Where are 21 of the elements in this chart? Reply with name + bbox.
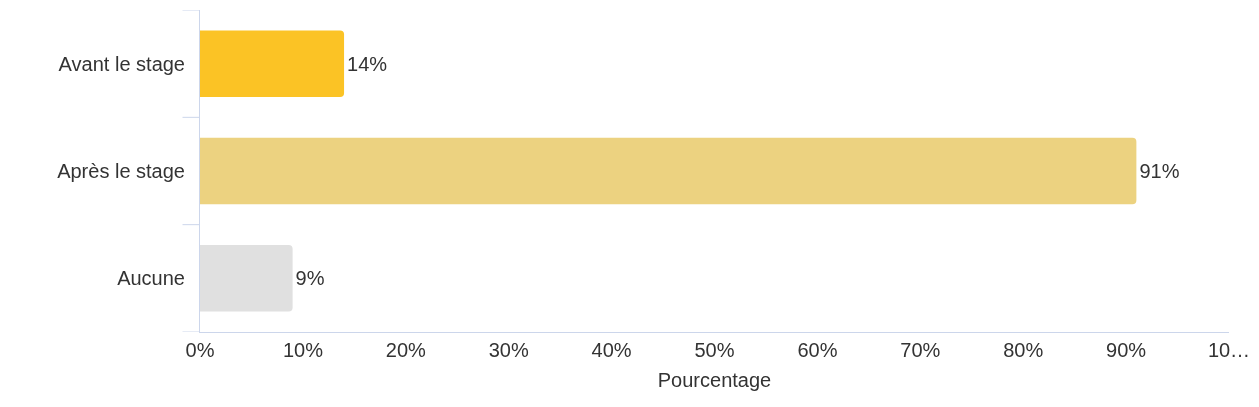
x-tick-label: 60% [797, 339, 838, 361]
data-label: 9% [295, 267, 325, 290]
bar [200, 137, 1137, 205]
x-axis-title: Pourcentage [657, 368, 772, 391]
x-tick-label: 10% [282, 339, 324, 361]
y-tick-label: Avant le stage [58, 52, 185, 75]
data-label: 14% [347, 52, 388, 75]
x-tick-label: 10… [1207, 339, 1251, 361]
x-tick-label: 70% [900, 339, 941, 361]
y-tick-label: Aucune [117, 267, 185, 290]
x-tick-label: 90% [1106, 339, 1147, 361]
data-label: 91% [1139, 160, 1180, 182]
bar [200, 245, 293, 312]
x-tick-label: 30% [488, 339, 529, 361]
x-tick-label: 50% [694, 339, 735, 361]
x-tick-label: 40% [591, 339, 632, 361]
x-tick-label: 20% [385, 339, 427, 361]
x-tick-label: 80% [1003, 339, 1044, 361]
x-tick-label: 0% [185, 339, 215, 361]
y-tick-label: Après le stage [57, 160, 185, 182]
bar [200, 30, 345, 97]
